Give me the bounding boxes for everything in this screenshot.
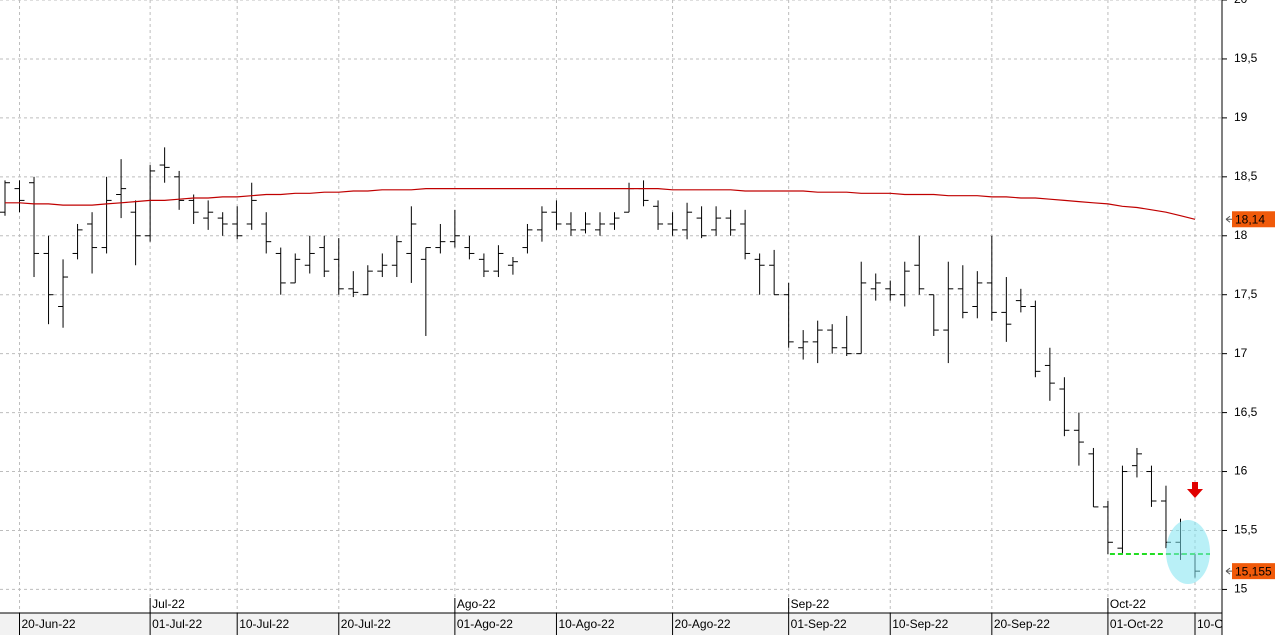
y-tick-label: 17,5 [1234,287,1258,301]
x-tick-label: 01-Jul-22 [152,617,202,631]
price-tag-pointer [1225,567,1232,575]
down-arrow [1187,482,1203,498]
x-tick-label: 01-Sep-22 [791,617,847,631]
price-tag-pointer [1225,215,1232,223]
x-tick-label: 20-Jun-22 [22,617,76,631]
y-tick-label: 15 [1234,582,1248,596]
y-tick-label: 19,5 [1234,51,1258,65]
x-axis-band [0,613,1222,635]
y-tick-label: 17 [1234,346,1248,360]
x-tick-label: 10-Oct-22 [1197,617,1251,631]
month-label: Sep-22 [791,597,830,611]
highlight-ellipse [1166,520,1210,584]
x-tick-label: 01-Ago-22 [457,617,513,631]
x-tick-label: 10-Sep-22 [892,617,948,631]
moving-average [5,188,1196,220]
y-tick-label: 16 [1234,464,1248,478]
y-tick-label: 20 [1234,0,1248,6]
x-tick-label: 20-Ago-22 [675,617,731,631]
y-tick-label: 15,5 [1234,523,1258,537]
plot: 20-Jun-22 01-Jul-22 10-Jul-22 20-Jul-22 01-A… [0,147,1251,635]
y-tick-label: 18 [1234,228,1248,242]
x-tick-label: 20-Jul-22 [341,617,391,631]
month-label: Jul-22 [152,597,185,611]
price-tag [1232,563,1275,580]
month-label: Ago-22 [457,597,496,611]
price-tag-label: 18,14 [1235,212,1265,226]
month-label: Oct-22 [1110,597,1146,611]
price-tag-label: 15,155 [1235,564,1272,578]
price-tag [1232,211,1275,228]
y-tick-label: 16,5 [1234,405,1258,419]
axis: 15 15,5 16 16,5 17 17,5 18 18,5 19 19,5 20 18,14 15,… [1222,0,1275,596]
y-tick-label: 18,5 [1234,169,1258,183]
x-tick-label: 20-Sep-22 [994,617,1050,631]
x-tick-label: 10-Jul-22 [239,617,289,631]
x-tick-label: 10-Ago-22 [558,617,614,631]
y-tick-label: 19 [1234,110,1248,124]
x-tick-label: 01-Oct-22 [1110,617,1164,631]
